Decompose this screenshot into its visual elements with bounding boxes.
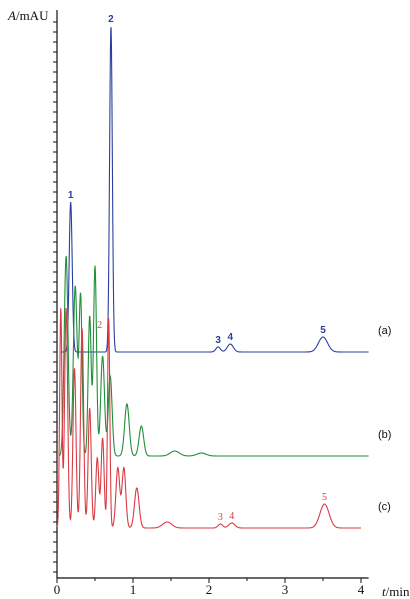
- peak-label: 1: [68, 190, 74, 201]
- peak-label: 3: [218, 512, 223, 523]
- x-tick-label: 4: [358, 582, 365, 597]
- x-axis-label: t/min: [382, 584, 410, 599]
- peak-label: 4: [227, 332, 233, 343]
- y-axis-label: A/mAU: [7, 8, 49, 23]
- x-tick-label: 0: [54, 582, 61, 597]
- x-tick-label: 2: [206, 582, 213, 597]
- labels: (a)123 45(b)(c)23 45: [68, 14, 392, 523]
- x-tick-label: 1: [130, 582, 137, 597]
- peak-label: 4: [229, 511, 234, 522]
- x-tick-label: 3: [282, 582, 289, 597]
- trace-label-b: (b): [378, 429, 391, 441]
- trace-a: [60, 27, 369, 353]
- x-axis-label-unit: /min: [386, 584, 410, 599]
- y-axis-label-unit: /mAU: [16, 8, 49, 23]
- peak-label: 5: [320, 325, 326, 336]
- x-axis-label-symbol: t: [382, 584, 386, 599]
- y-axis-label-symbol: A: [7, 8, 16, 23]
- trace-b: [58, 255, 369, 457]
- peak-label: 3: [215, 335, 221, 346]
- trace-c: [56, 307, 361, 529]
- traces: [56, 27, 369, 529]
- trace-label-a: (a): [378, 325, 391, 337]
- trace-label-c: (c): [378, 501, 391, 513]
- peak-label: 2: [108, 14, 114, 25]
- peak-label: 5: [322, 492, 327, 503]
- peak-label: 2: [97, 320, 102, 331]
